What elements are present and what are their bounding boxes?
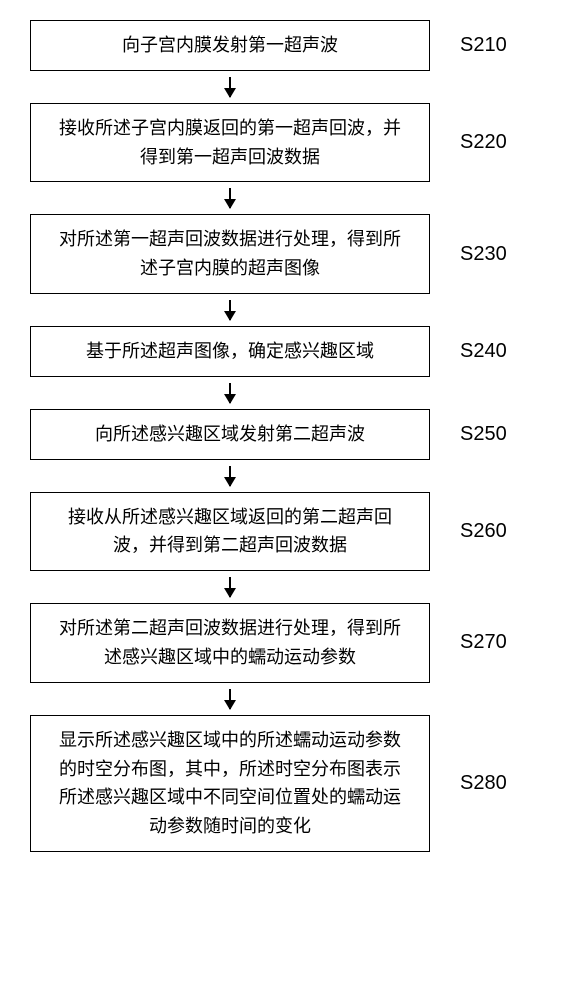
step-text: 向所述感兴趣区域发射第二超声波 [95,420,365,449]
step-box: 接收从所述感兴趣区域返回的第二超声回波，并得到第二超声回波数据 [30,492,430,572]
flow-step: 显示所述感兴趣区域中的所述蠕动运动参数的时空分布图，其中，所述时空分布图表示所述… [30,715,547,852]
step-label: S210 [460,34,507,57]
flow-step: 接收所述子宫内膜返回的第一超声回波，并得到第一超声回波数据 S220 [30,103,547,183]
step-label: S280 [460,772,507,795]
step-label: S270 [460,631,507,654]
step-box: 接收所述子宫内膜返回的第一超声回波，并得到第一超声回波数据 [30,103,430,183]
flow-step: 对所述第一超声回波数据进行处理，得到所述子宫内膜的超声图像 S230 [30,214,547,294]
step-box: 显示所述感兴趣区域中的所述蠕动运动参数的时空分布图，其中，所述时空分布图表示所述… [30,715,430,852]
step-text: 对所述第二超声回波数据进行处理，得到所述感兴趣区域中的蠕动运动参数 [51,614,409,672]
flow-step: 基于所述超声图像，确定感兴趣区域 S240 [30,326,547,377]
step-box: 基于所述超声图像，确定感兴趣区域 [30,326,430,377]
arrow-connector [30,571,430,603]
step-text: 接收从所述感兴趣区域返回的第二超声回波，并得到第二超声回波数据 [51,503,409,561]
arrow-connector [30,460,430,492]
step-label: S220 [460,131,507,154]
flow-step: 向子宫内膜发射第一超声波 S210 [30,20,547,71]
arrow-connector [30,182,430,214]
step-label: S240 [460,340,507,363]
step-text: 接收所述子宫内膜返回的第一超声回波，并得到第一超声回波数据 [51,114,409,172]
step-label: S260 [460,520,507,543]
flowchart-container: 向子宫内膜发射第一超声波 S210 接收所述子宫内膜返回的第一超声回波，并得到第… [30,20,547,852]
step-text: 向子宫内膜发射第一超声波 [122,31,338,60]
step-text: 基于所述超声图像，确定感兴趣区域 [86,337,374,366]
step-text: 对所述第一超声回波数据进行处理，得到所述子宫内膜的超声图像 [51,225,409,283]
step-label: S230 [460,243,507,266]
step-label: S250 [460,423,507,446]
arrow-connector [30,71,430,103]
arrow-connector [30,683,430,715]
flow-step: 接收从所述感兴趣区域返回的第二超声回波，并得到第二超声回波数据 S260 [30,492,547,572]
step-text: 显示所述感兴趣区域中的所述蠕动运动参数的时空分布图，其中，所述时空分布图表示所述… [51,726,409,841]
flow-step: 对所述第二超声回波数据进行处理，得到所述感兴趣区域中的蠕动运动参数 S270 [30,603,547,683]
step-box: 对所述第二超声回波数据进行处理，得到所述感兴趣区域中的蠕动运动参数 [30,603,430,683]
arrow-connector [30,294,430,326]
arrow-connector [30,377,430,409]
flow-step: 向所述感兴趣区域发射第二超声波 S250 [30,409,547,460]
step-box: 对所述第一超声回波数据进行处理，得到所述子宫内膜的超声图像 [30,214,430,294]
step-box: 向所述感兴趣区域发射第二超声波 [30,409,430,460]
step-box: 向子宫内膜发射第一超声波 [30,20,430,71]
